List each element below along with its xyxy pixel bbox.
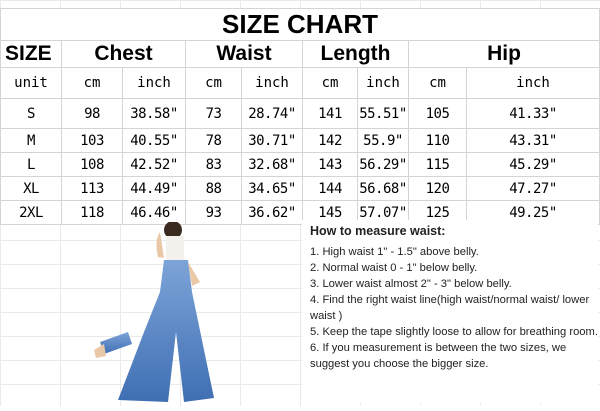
measurement-cell: 98 (61, 98, 123, 129)
unit-cell: inch (466, 67, 600, 99)
size-label: L (0, 152, 62, 177)
instruction-item: 4. Find the right waist line(high waist/… (310, 294, 590, 322)
measurement-cell: 56.29" (357, 152, 409, 177)
size-label: XL (0, 176, 62, 201)
measurement-cell: 45.29" (466, 152, 600, 177)
measurement-cell: 41.33" (466, 98, 600, 129)
table-row: L 108 42.52" 83 32.68" 143 56.29" 115 45.29" (0, 152, 600, 177)
size-label: 2XL (0, 200, 62, 225)
instruction-item: 2. Normal waist 0 - 1" below belly. (310, 262, 478, 274)
product-photo-overalls (88, 221, 278, 406)
table-row: XL 113 44.49" 88 34.65" 144 56.68" 120 47.27" (0, 176, 600, 201)
measurement-cell: 144 (302, 176, 358, 201)
measurement-cell: 44.49" (122, 176, 186, 201)
instruction-item: 6. If you measurement is between the two… (310, 342, 567, 370)
measurement-cell: 141 (302, 98, 358, 129)
measurement-cell: 143 (302, 152, 358, 177)
measurement-cell: 34.65" (241, 176, 303, 201)
unit-cell: cm (408, 67, 467, 99)
unit-cell: cm (61, 67, 123, 99)
measurement-cell: 40.55" (122, 128, 186, 153)
measurement-cell: 42.52" (122, 152, 186, 177)
measurement-cell: 103 (61, 128, 123, 153)
measurement-cell: 88 (185, 176, 242, 201)
unit-cell: cm (185, 67, 242, 99)
measurement-cell: 55.51" (357, 98, 409, 129)
table-row: 2XL 118 46.46" 93 36.62" 145 57.07" 125 49.25" (0, 200, 600, 225)
measurement-cell: 115 (408, 152, 467, 177)
measurement-cell: 120 (408, 176, 467, 201)
measurement-cell: 108 (61, 152, 123, 177)
unit-row: unit cm inch cm inch cm inch cm inch (0, 67, 600, 99)
unit-cell: inch (122, 67, 186, 99)
measurement-cell: 142 (302, 128, 358, 153)
size-chart-table: SIZE CHART SIZE Chest Waist Length Hip u… (0, 8, 600, 225)
unit-cell: cm (302, 67, 358, 99)
size-label: M (0, 128, 62, 153)
measurement-cell: 83 (185, 152, 242, 177)
chart-title: SIZE CHART (0, 8, 600, 41)
instructions-title: How to measure waist: (310, 224, 446, 238)
table-row: M 103 40.55" 78 30.71" 142 55.9" 110 43.31" (0, 128, 600, 153)
measurement-cell: 32.68" (241, 152, 303, 177)
header-length: Length (302, 40, 409, 68)
header-chest: Chest (61, 40, 186, 68)
measurement-cell: 93 (185, 200, 242, 225)
measurement-cell: 56.68" (357, 176, 409, 201)
measurement-cell: 43.31" (466, 128, 600, 153)
measurement-cell: 38.58" (122, 98, 186, 129)
measurement-cell: 118 (61, 200, 123, 225)
measurement-cell: 55.9" (357, 128, 409, 153)
header-size: SIZE (0, 40, 62, 68)
measure-instructions: How to measure waist: 1. High waist 1" -… (302, 220, 598, 403)
table-row: S 98 38.58" 73 28.74" 141 55.51" 105 41.33" (0, 98, 600, 129)
measurement-cell: 78 (185, 128, 242, 153)
measurement-cell: 46.46" (122, 200, 186, 225)
measurement-cell: 113 (61, 176, 123, 201)
measurement-cell: 105 (408, 98, 467, 129)
unit-cell: unit (0, 67, 62, 99)
unit-cell: inch (241, 67, 303, 99)
header-waist: Waist (185, 40, 303, 68)
measurement-cell: 73 (185, 98, 242, 129)
instruction-item: 1. High waist 1" - 1.5" above belly. (310, 246, 479, 258)
instruction-item: 3. Lower waist almost 2" - 3" below bell… (310, 278, 512, 290)
measurement-cell: 36.62" (241, 200, 303, 225)
unit-cell: inch (357, 67, 409, 99)
header-hip: Hip (408, 40, 600, 68)
measurement-cell: 47.27" (466, 176, 600, 201)
measurement-cell: 28.74" (241, 98, 303, 129)
measurement-cell: 30.71" (241, 128, 303, 153)
size-label: S (0, 98, 62, 129)
instruction-item: 5. Keep the tape slightly loose to allow… (310, 326, 598, 338)
measurement-cell: 110 (408, 128, 467, 153)
